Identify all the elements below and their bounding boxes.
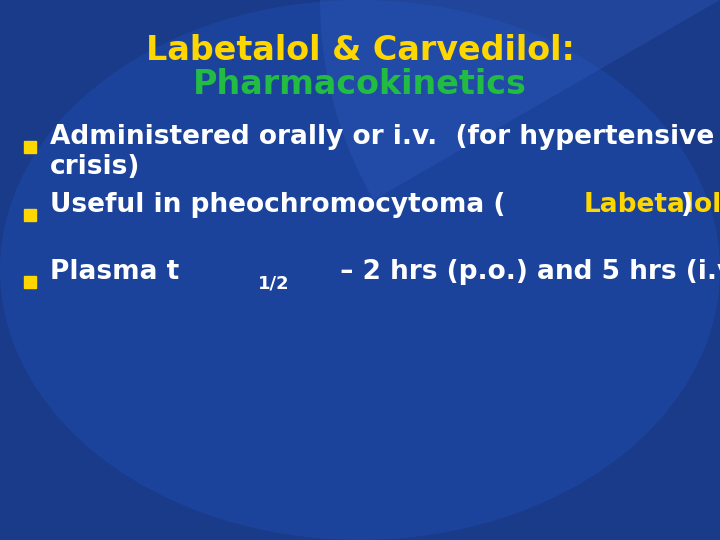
Text: crisis): crisis) (50, 154, 140, 180)
Text: Labetalol: Labetalol (584, 192, 720, 218)
Text: Labetalol & Carvedilol:: Labetalol & Carvedilol: (145, 33, 575, 66)
Text: Plasma t: Plasma t (50, 259, 179, 285)
Text: Administered orally or i.v.  (for hypertensive: Administered orally or i.v. (for hyperte… (50, 124, 714, 150)
Wedge shape (320, 0, 720, 200)
Text: 1/2: 1/2 (258, 274, 289, 292)
Text: – 2 hrs (p.o.) and 5 hrs (i.v.): – 2 hrs (p.o.) and 5 hrs (i.v.) (322, 259, 720, 285)
Text: Pharmacokinetics: Pharmacokinetics (193, 69, 527, 102)
Text: Useful in pheochromocytoma (: Useful in pheochromocytoma ( (50, 192, 505, 218)
Text: ): ) (681, 192, 693, 218)
